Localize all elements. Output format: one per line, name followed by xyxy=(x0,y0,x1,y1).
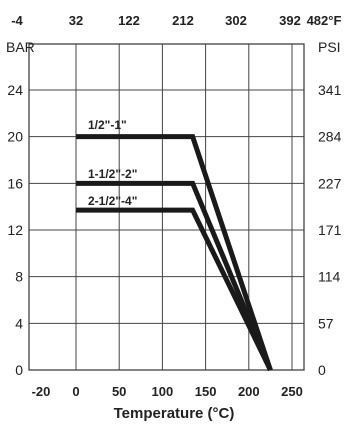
tick-labels: -20 0 50 100 150 200 250-4 32 122 212 302 392 482°F0… xyxy=(7,13,341,399)
y-tick-left: 8 xyxy=(15,269,23,285)
x-tick-top: 122 xyxy=(118,13,140,28)
x-tick-top: 212 xyxy=(172,13,194,28)
series-label-3: 2-1/2"-4" xyxy=(88,194,137,208)
y-tick-left: 12 xyxy=(7,222,23,238)
x-axis-title: Temperature (°C) xyxy=(114,405,235,422)
x-tick-top: 482°F xyxy=(307,13,342,28)
x-tick-bottom: 250 xyxy=(281,384,303,399)
y-axis-right-title: PSI xyxy=(318,39,341,55)
y-tick-right: 0 xyxy=(318,362,326,378)
x-tick-top: 302 xyxy=(225,13,247,28)
grid xyxy=(29,44,304,370)
y-tick-right: 341 xyxy=(318,82,342,98)
x-tick-bottom: 50 xyxy=(112,384,126,399)
x-tick-top: 392 xyxy=(279,13,301,28)
y-tick-left: 16 xyxy=(7,175,23,191)
y-tick-right: 227 xyxy=(318,175,342,191)
x-tick-bottom: 100 xyxy=(152,384,174,399)
x-tick-bottom: 150 xyxy=(195,384,217,399)
plot-frame xyxy=(28,43,305,371)
y-tick-right: 284 xyxy=(318,129,342,145)
series-line-1 xyxy=(76,134,273,371)
y-tick-left: 20 xyxy=(7,129,23,145)
series-lines xyxy=(76,134,273,372)
y-tick-right: 57 xyxy=(318,315,334,331)
y-tick-left: 0 xyxy=(15,362,23,378)
series-labels: 1/2"-1" 1-1/2"-2" 2-1/2"-4" xyxy=(88,118,137,208)
series-line-3 xyxy=(76,207,273,372)
y-tick-left: 24 xyxy=(7,82,23,98)
x-tick-bottom: 200 xyxy=(238,384,260,399)
y-axis-left-title: BAR xyxy=(6,39,35,55)
series-label-1: 1/2"-1" xyxy=(88,118,127,132)
series-line-2 xyxy=(76,180,273,371)
x-tick-bottom: -20 xyxy=(32,384,51,399)
y-tick-right: 114 xyxy=(318,269,341,285)
x-tick-top: 32 xyxy=(69,13,83,28)
series-label-2: 1-1/2"-2" xyxy=(88,167,137,181)
y-tick-right: 171 xyxy=(318,222,342,238)
x-tick-bottom: 0 xyxy=(72,384,79,399)
y-tick-left: 4 xyxy=(15,315,23,331)
x-tick-top: -4 xyxy=(11,13,23,28)
